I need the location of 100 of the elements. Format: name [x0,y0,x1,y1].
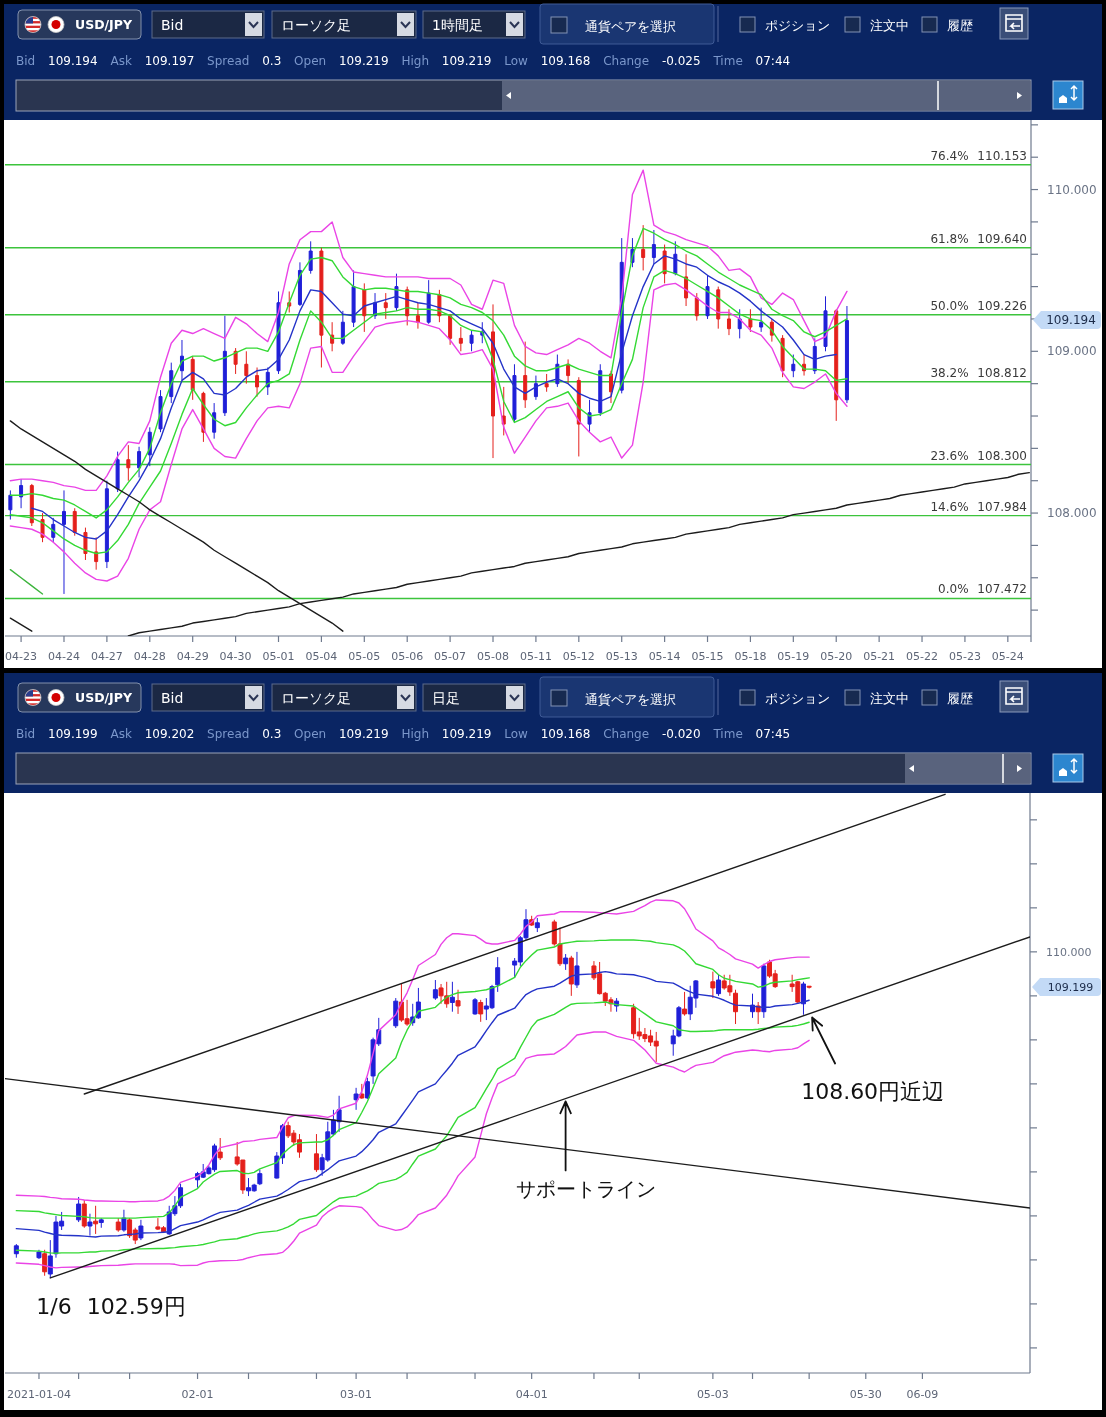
candlestick [574,951,580,989]
x-tick-label: 04-29 [176,650,209,663]
candlestick [563,953,569,971]
ref-line-label: 23.6% 108.300 [930,448,1027,463]
x-tick-label: 05-07 [434,650,467,663]
candlestick [47,1239,53,1279]
candlestick [495,956,501,993]
candlestick [257,1169,263,1186]
candlestick [19,478,24,509]
candlestick [682,991,688,1017]
candlestick [233,347,238,375]
candlestick [313,1133,319,1173]
line-series [9,169,848,492]
x-tick-label: 05-04 [305,650,338,663]
text: 通貨ペアを選択 [585,19,676,34]
candlestick [651,229,656,265]
candlestick [415,987,421,1020]
candlestick [364,1077,370,1100]
candlestick [780,334,785,378]
candlestick [455,989,461,1015]
x-tick-label: 05-19 [777,650,810,663]
candlestick [61,489,66,595]
x-tick-label: 04-30 [219,650,252,663]
chart-title: USD/JPY [75,690,133,705]
candlestick [76,1196,82,1223]
candlestick [137,446,142,478]
x-tick-label: 05-03 [696,1388,729,1401]
ref-line-label: 76.4% 110.153 [930,148,1027,163]
candlestick [472,997,478,1016]
text: 注文中 [870,691,909,706]
x-tick-label: 05-12 [562,650,595,663]
candlestick [716,974,722,997]
candlestick [415,302,420,330]
candlestick [36,1249,42,1260]
candlestick [705,274,710,320]
candlestick [694,292,699,322]
candlestick [81,1199,87,1229]
text: Bid [161,690,184,706]
candlestick [568,955,574,997]
y-tick-label: 108.000 [1047,506,1097,521]
x-tick-label: 04-27 [90,650,123,663]
x-tick-label: 04-23 [5,650,38,663]
candlestick [641,224,646,271]
candlestick [126,444,131,482]
x-tick-label: 05-22 [906,650,939,663]
ref-line-label: 50.0% 109.226 [930,298,1027,313]
ref-line-label: 61.8% 109.640 [930,231,1027,246]
candlestick [534,917,540,933]
text: Bid 109.194 Ask 109.197 Spread 0.3 Open 109.219 High 109.219 Low 109.168 Change -0.025 Time 07:44 [16,54,791,68]
x-tick-label: 05-30 [849,1388,882,1401]
candlestick [432,979,438,1001]
candlestick [87,1213,93,1237]
x-tick-label: 05-23 [948,650,981,663]
candlestick [351,269,356,328]
candlestick [478,999,484,1023]
candlestick [748,308,753,333]
candlestick [662,244,667,284]
candlestick [684,253,689,307]
candlestick [394,273,399,312]
text: 注文中 [870,18,909,33]
candlestick [13,1243,19,1259]
candlestick [98,1217,104,1229]
candlestick [806,985,812,989]
candlestick [523,341,528,409]
text: 日足 [432,690,460,706]
annotation: 108.60円近辺 [801,1079,945,1105]
candlestick [297,261,302,307]
x-tick-label: 05-05 [348,650,381,663]
line-series [9,227,848,519]
x-tick-label: 05-06 [391,650,424,663]
text: 通貨ペアを選択 [585,692,676,707]
text: ローソク足 [281,17,351,33]
x-tick-label: 05-15 [691,650,724,663]
candlestick [94,536,99,571]
candlestick [800,981,806,1016]
candlestick [458,326,463,352]
candlestick [383,292,388,320]
candlestick [121,1209,127,1233]
x-tick-label: 03-01 [340,1388,373,1401]
candlestick [201,391,206,443]
candlestick [319,247,324,368]
candlestick [791,354,796,378]
candlestick [212,402,217,440]
text: Bid [161,17,184,33]
candlestick [8,489,13,521]
candlestick [359,1083,365,1100]
x-tick-label: 04-28 [133,650,166,663]
y-tick-label: 109.000 [1047,344,1097,359]
text: Bid 109.199 Ask 109.202 Spread 0.3 Open 109.219 High 109.219 Low 109.168 Change -0.020 Time 07:45 [16,727,791,741]
y-tick-label: 110.000 [1047,182,1097,197]
x-tick-label: 05-11 [519,650,552,663]
x-tick-label: 05-18 [734,650,767,663]
candlestick [340,310,345,346]
y-tick-label: 109.199 [1047,981,1094,995]
line-series [9,568,44,595]
candlestick [733,989,739,1025]
candlestick [93,1205,99,1235]
candlestick [544,373,549,393]
chart-title: USD/JPY [75,17,133,32]
candlestick [533,375,538,401]
